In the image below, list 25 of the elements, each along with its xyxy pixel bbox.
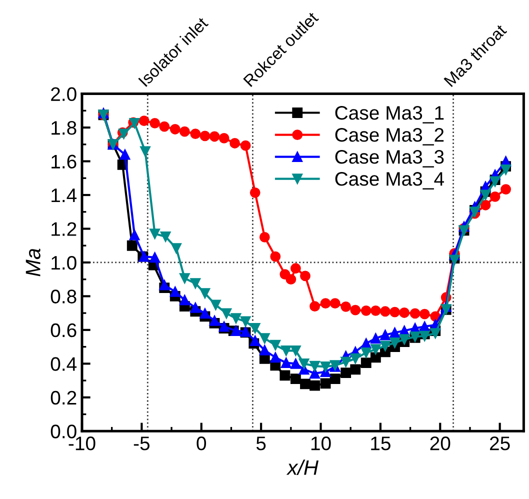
y-tick-label: 2.0 — [51, 87, 76, 102]
y-axis-title: Ma — [26, 248, 40, 276]
y-tick-label: 1.0 — [52, 256, 76, 270]
y-tick-label: 1.8 — [52, 121, 76, 135]
x-tick-label: 25 — [490, 436, 510, 450]
y-tick-label: 0.8 — [50, 290, 76, 304]
y-tick-label: 0.2 — [50, 390, 76, 405]
x-tick-label: 5 — [256, 436, 266, 450]
y-tick-label: 0.4 — [50, 357, 77, 371]
y-tick-label: 1.6 — [52, 154, 76, 169]
y-tick-label: 1.4 — [52, 188, 77, 202]
x-tick-label: -10 — [68, 436, 96, 450]
x-axis-title: x/H — [286, 460, 318, 475]
legend-label: Case Ma3_4 — [335, 172, 444, 190]
x-tick-label: -5 — [134, 436, 150, 450]
y-tick-label: 0.6 — [50, 323, 76, 338]
legend-label: Case Ma3_3 — [335, 150, 444, 168]
x-tick-label: 10 — [311, 436, 331, 450]
x-tick-label: 15 — [371, 436, 390, 450]
x-tick-label: 20 — [430, 436, 450, 450]
x-tick-label: 0 — [196, 436, 206, 450]
legend-label: Case Ma3_1 — [335, 106, 444, 124]
y-tick-label: 1.2 — [52, 222, 76, 236]
y-tick-label: 0.0 — [50, 424, 76, 438]
legend-label: Case Ma3_2 — [335, 128, 444, 146]
